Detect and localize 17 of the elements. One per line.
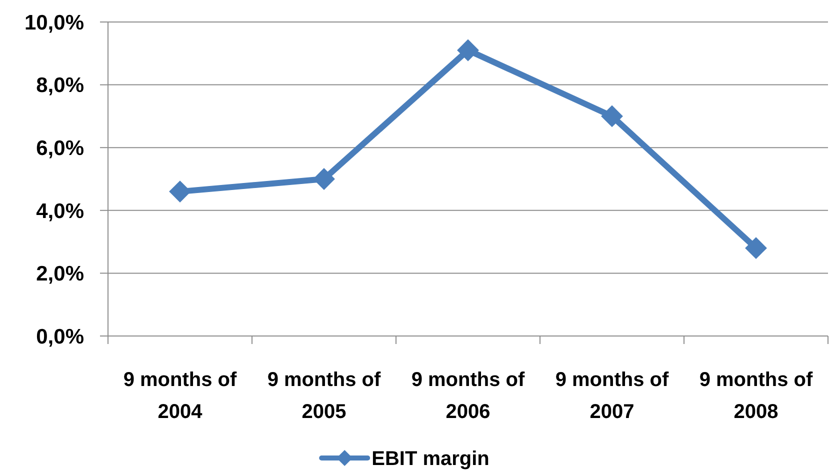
point <box>313 168 335 190</box>
legend-label: EBIT margin <box>372 448 490 470</box>
y-tick-label: 0,0% <box>36 325 84 348</box>
point <box>745 237 767 260</box>
x-tick-label: 9 months of 2004 <box>123 369 237 423</box>
y-tick-label: 2,0% <box>36 262 84 286</box>
point <box>601 105 623 128</box>
point <box>169 180 191 203</box>
x-tick-label: 9 months of 2005 <box>267 369 381 423</box>
x-tick-label: 9 months of 2007 <box>555 369 669 423</box>
x-tick-label: 9 months of 2008 <box>699 369 813 423</box>
y-tick-label: 4,0% <box>36 200 84 223</box>
x-tick-label: 9 months of 2006 <box>411 369 525 423</box>
y-tick-label: 6,0% <box>36 136 84 160</box>
point <box>457 39 479 62</box>
y-tick-label: 8,0% <box>36 74 84 98</box>
y-tick-label: 10,0% <box>24 11 84 34</box>
